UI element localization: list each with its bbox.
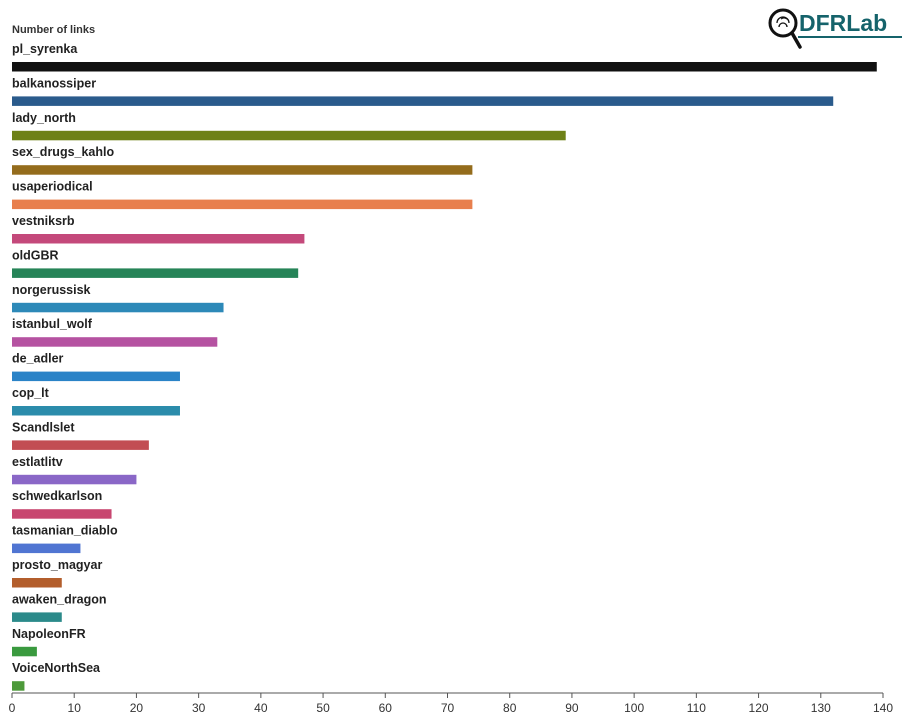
- fingerprint-icon: [776, 16, 790, 28]
- bar: [12, 646, 37, 657]
- bar-label: estlatlitv: [12, 455, 63, 469]
- bar-label: cop_lt: [12, 386, 50, 400]
- bar: [12, 337, 218, 347]
- bar: [12, 302, 224, 313]
- bar: [12, 62, 877, 72]
- logo-text: DFRLab: [799, 10, 887, 36]
- x-tick-label: 10: [68, 701, 82, 715]
- bar: [12, 543, 81, 554]
- bar-label: VoiceNorthSea: [12, 661, 101, 675]
- bar-label: NapoleonFR: [12, 627, 86, 641]
- bar: [12, 474, 137, 485]
- x-tick-label: 70: [441, 701, 455, 715]
- bar-label: usaperiodical: [12, 180, 93, 194]
- x-tick-label: 140: [873, 701, 893, 715]
- bar: [12, 234, 305, 244]
- bar-label: awaken_dragon: [12, 592, 106, 606]
- x-tick-label: 110: [687, 701, 706, 715]
- bar-label: sex_drugs_kahlo: [12, 145, 114, 159]
- x-tick-label: 80: [503, 701, 517, 715]
- bar: [12, 268, 299, 278]
- x-tick-label: 20: [130, 701, 144, 715]
- magnifier-icon: [768, 8, 798, 38]
- x-tick-label: 40: [254, 701, 268, 715]
- x-tick-label: 0: [9, 701, 16, 715]
- bar: [12, 509, 112, 519]
- bar-label: balkanossiper: [12, 76, 96, 90]
- bar: [12, 199, 473, 210]
- x-tick-label: 30: [192, 701, 206, 715]
- bars-group: pl_syrenka balkanossiper lady_north sex_dru…: [12, 42, 877, 691]
- dfrlab-logo: DFRLab: [768, 8, 902, 49]
- bar-label: de_adler: [12, 352, 64, 366]
- axis-title: Number of links: [12, 24, 95, 36]
- bar-label: Scandlslet: [12, 420, 75, 434]
- bar-label: pl_syrenka: [12, 42, 78, 56]
- bar-label: lady_north: [12, 111, 76, 125]
- bar: [12, 406, 180, 416]
- bar-label: vestniksrb: [12, 214, 75, 228]
- bar: [12, 371, 180, 382]
- x-tick-label: 130: [811, 701, 831, 715]
- bar-label: istanbul_wolf: [12, 317, 93, 331]
- bar-label: norgerussisk: [12, 283, 91, 297]
- x-tick-label: 50: [316, 701, 330, 715]
- x-tick-label: 120: [749, 701, 769, 715]
- bar: [12, 440, 149, 450]
- bar: [12, 96, 834, 106]
- bar-label: schwedkarlson: [12, 489, 102, 503]
- bar-label: prosto_magyar: [12, 558, 102, 572]
- x-tick-label: 90: [565, 701, 579, 715]
- bar-label: tasmanian_diablo: [12, 524, 118, 538]
- bar: [12, 578, 62, 588]
- bar-label: oldGBR: [12, 248, 59, 262]
- bar: [12, 130, 566, 141]
- x-axis: 0 10 20 30 40 50 60 70 80 90 100 110 120 130 140: [9, 692, 893, 715]
- x-tick-label: 60: [379, 701, 393, 715]
- bar: [12, 165, 473, 175]
- bar: [12, 681, 25, 691]
- x-tick-label: 100: [624, 701, 644, 715]
- bar: [12, 612, 62, 622]
